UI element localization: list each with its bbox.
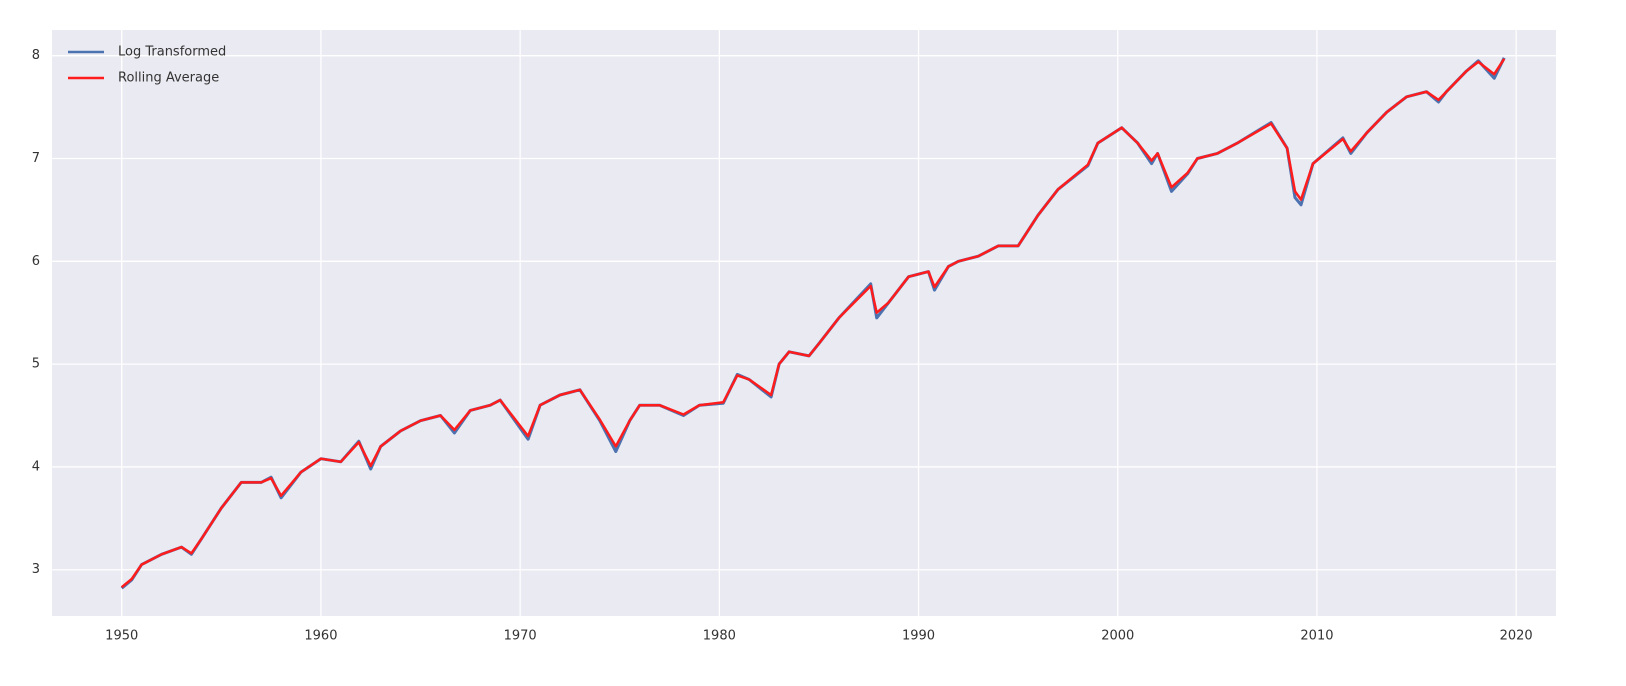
y-tick-label: 3 [32,562,40,577]
legend-label: Log Transformed [118,45,226,60]
legend-label: Rolling Average [118,71,219,86]
y-tick-label: 8 [32,48,40,63]
x-tick-label: 1970 [504,629,537,644]
x-tick-label: 1950 [105,629,138,644]
x-tick-label: 1980 [703,629,736,644]
y-tick-label: 7 [32,151,40,166]
x-tick-label: 2000 [1101,629,1134,644]
y-tick-label: 5 [32,357,40,372]
y-tick-label: 4 [32,459,40,474]
series-line [120,58,1506,589]
y-tick-label: 6 [32,254,40,269]
x-tick-label: 1990 [902,629,935,644]
x-tick-label: 1960 [304,629,337,644]
x-tick-label: 2010 [1300,629,1333,644]
plot-area [52,30,1556,616]
x-tick-label: 2020 [1500,629,1533,644]
